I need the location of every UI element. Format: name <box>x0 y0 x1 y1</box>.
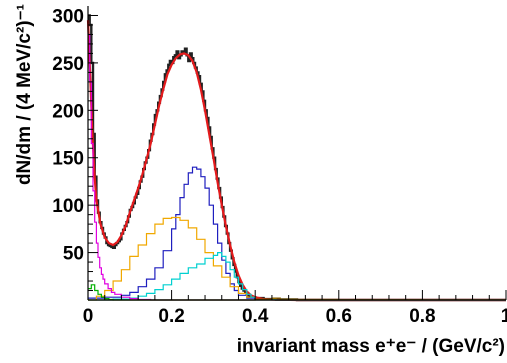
y-tick-label: 250 <box>52 54 84 75</box>
x-tick-label: 0.8 <box>409 306 435 327</box>
y-tick-label: 50 <box>63 244 84 265</box>
series-line-3 <box>88 216 506 301</box>
x-tick-label: 0.2 <box>158 306 184 327</box>
y-tick-label: 150 <box>52 149 84 170</box>
x-axis-title: invariant mass e⁺e⁻ / (GeV/c²) <box>237 336 505 357</box>
x-tick-label: 0.4 <box>242 306 269 327</box>
x-tick-label: 0.6 <box>326 306 352 327</box>
labels-layer: 50 100 150 200 250 300 0 0.2 0.4 0.6 0.8 1 <box>52 6 507 327</box>
series-line-5 <box>88 33 506 301</box>
y-tick-label: 300 <box>52 6 84 27</box>
series-line-4 <box>88 252 506 301</box>
series-line-2 <box>88 166 506 301</box>
x-tick-label: 1 <box>501 306 507 327</box>
y-axis-title: dN/dm / (4 MeV/c²)⁻¹ <box>14 4 35 185</box>
y-tick-label: 200 <box>52 101 84 122</box>
axes-layer <box>87 6 507 301</box>
series-line-6 <box>88 284 506 301</box>
series-line-1 <box>86 20 506 302</box>
series-line-0 <box>88 14 506 302</box>
series-layer <box>86 14 506 302</box>
x-tick-label: 0 <box>83 306 94 327</box>
y-tick-label: 100 <box>52 196 84 217</box>
